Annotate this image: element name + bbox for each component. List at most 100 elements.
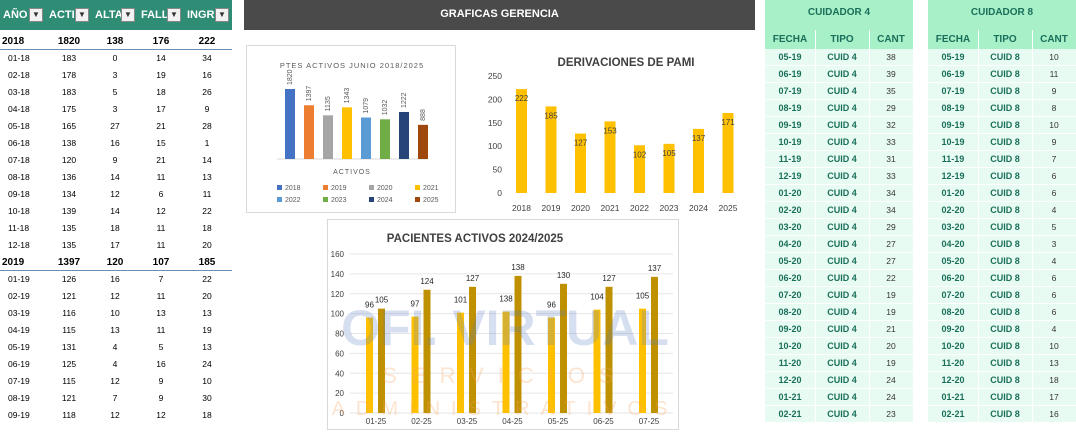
table-cell: 22 bbox=[202, 274, 212, 284]
table-cell: CUID 8 bbox=[990, 290, 1020, 300]
column-header: FECHA bbox=[935, 34, 971, 45]
table-cell: 08-19 bbox=[941, 103, 965, 113]
filter-dropdown-icon[interactable]: ▼ bbox=[121, 8, 135, 22]
legend-swatch bbox=[277, 197, 282, 202]
table-cell: CUID 4 bbox=[827, 307, 857, 317]
x-tick-label: 06-25 bbox=[593, 417, 614, 426]
bar-2021 bbox=[342, 107, 352, 159]
table-cell: CUID 4 bbox=[827, 205, 857, 215]
chart-ptes-activos[interactable]: PTES ACTIVOS JUNIO 2018/2025 1820 1397 1135… bbox=[246, 45, 456, 213]
table-cell: 11-19 bbox=[778, 154, 802, 164]
table-cell: 5 bbox=[158, 342, 164, 352]
bar-05-25 bbox=[548, 317, 555, 413]
table-row: 10-19 CUID 4 33 bbox=[765, 134, 913, 151]
table-cell: 17 bbox=[110, 240, 120, 250]
table-cell: 9 bbox=[158, 376, 164, 386]
x-tick-label: 05-25 bbox=[548, 417, 569, 426]
x-tick-label: 04-25 bbox=[502, 417, 523, 426]
table-cell: CUID 4 bbox=[827, 52, 857, 62]
table-row: 08-20 CUID 8 6 bbox=[928, 304, 1076, 321]
table-cell: CUID 8 bbox=[990, 188, 1020, 198]
data-label: 105 bbox=[636, 292, 650, 301]
bar-06-25 bbox=[605, 286, 613, 413]
filter-dropdown-icon[interactable]: ▼ bbox=[75, 8, 89, 22]
column-header: TIPO bbox=[993, 34, 1017, 45]
table-cell: 125 bbox=[61, 359, 77, 369]
table-cell: 3 bbox=[112, 104, 118, 114]
chart-pacientes-activos-svg: PACIENTES ACTIVOS 2024/2025 0 20 40 60 80 100 1… bbox=[331, 233, 673, 426]
legend-label: 2024 bbox=[377, 197, 393, 204]
cuidador8-header-row: FECHA TIPO CANT bbox=[928, 30, 1076, 49]
table-row: 05-20 CUID 8 4 bbox=[928, 253, 1076, 270]
table-cell: CUID 4 bbox=[827, 154, 857, 164]
filter-dropdown-icon[interactable]: ▼ bbox=[167, 8, 181, 22]
data-label: 1820 bbox=[287, 69, 294, 85]
table-cell: 03-18 bbox=[8, 87, 30, 97]
table-cell: 27 bbox=[886, 256, 896, 266]
table-cell: 13 bbox=[156, 308, 166, 318]
table-row: 02-21 CUID 4 23 bbox=[765, 406, 913, 423]
table-cell: 4 bbox=[1051, 256, 1057, 266]
legend-label: 2023 bbox=[331, 197, 347, 204]
table-cell: 16 bbox=[202, 70, 212, 80]
table-cell: CUID 8 bbox=[990, 69, 1020, 79]
table-row: 12-19 CUID 8 6 bbox=[928, 168, 1076, 185]
table-row: 10-20 CUID 4 20 bbox=[765, 338, 913, 355]
table-cell: 11 bbox=[156, 223, 166, 233]
table-cell: 21 bbox=[156, 155, 166, 165]
data-label: 127 bbox=[574, 139, 588, 148]
table-row: 03-19 116 10 13 13 bbox=[0, 305, 232, 322]
table-cell: 20 bbox=[202, 240, 212, 250]
table-cell: 16 bbox=[1049, 409, 1059, 419]
page-title: GRAFICAS GERENCIA bbox=[244, 0, 755, 30]
table-cell: 183 bbox=[61, 87, 77, 97]
table-cell: 01-20 bbox=[778, 188, 802, 198]
table-cell: 02-20 bbox=[778, 205, 802, 215]
table-cell: CUID 4 bbox=[827, 239, 857, 249]
column-divider bbox=[815, 30, 816, 430]
cuidador8-title: CUIDADOR 8 bbox=[928, 0, 1076, 30]
table-cell: 6 bbox=[1051, 171, 1057, 181]
data-label: 127 bbox=[602, 274, 616, 283]
table-cell: CUID 4 bbox=[827, 409, 857, 419]
table-cell: 02-21 bbox=[941, 409, 965, 419]
table-cell: CUID 8 bbox=[990, 120, 1020, 130]
data-label: 222 bbox=[515, 94, 529, 103]
table-cell: CUID 8 bbox=[990, 171, 1020, 181]
table-cell: CUID 8 bbox=[990, 307, 1020, 317]
table-cell: 11 bbox=[156, 240, 166, 250]
chart-pacientes-activos[interactable]: PACIENTES ACTIVOS 2024/2025 0 20 40 60 80 100 1… bbox=[327, 219, 679, 430]
header-ingr: INGR bbox=[187, 9, 215, 21]
table-cell: 26 bbox=[202, 87, 212, 97]
table-cell: 12-19 bbox=[941, 171, 965, 181]
table-cell: CUID 4 bbox=[827, 324, 857, 334]
x-tick-label: 2025 bbox=[719, 203, 738, 213]
table-cell: 20 bbox=[886, 341, 896, 351]
table-row: 08-18 136 14 11 13 bbox=[0, 169, 232, 186]
y-tick-label: 60 bbox=[335, 349, 344, 358]
table-cell: CUID 8 bbox=[990, 222, 1020, 232]
table-row: 06-20 CUID 4 22 bbox=[765, 270, 913, 287]
table-cell: 01-19 bbox=[8, 274, 30, 284]
table-row: 11-18 135 18 11 18 bbox=[0, 220, 232, 237]
bar-2019 bbox=[304, 105, 314, 159]
table-cell: 6 bbox=[1051, 273, 1057, 283]
table-cell: 08-19 bbox=[778, 103, 802, 113]
table-cell: CUID 8 bbox=[990, 273, 1020, 283]
table-cell: 176 bbox=[152, 36, 170, 47]
y-tick-label: 80 bbox=[335, 330, 344, 339]
x-tick-label: 2020 bbox=[571, 203, 590, 213]
chart-derivaciones-pami[interactable]: DERIVACIONES DE PAMI 0 50 100 150 200 250 222 20… bbox=[475, 45, 745, 213]
y-tick-label: 100 bbox=[331, 310, 345, 319]
table-row: 01-21 CUID 8 17 bbox=[928, 389, 1076, 406]
data-label: 153 bbox=[603, 126, 617, 135]
filter-dropdown-icon[interactable]: ▼ bbox=[29, 8, 43, 22]
table-row: 07-19 CUID 8 9 bbox=[928, 83, 1076, 100]
table-row: 04-20 CUID 4 27 bbox=[765, 236, 913, 253]
filter-dropdown-icon[interactable]: ▼ bbox=[215, 8, 229, 22]
table-cell: 09-19 bbox=[941, 120, 965, 130]
table-cell: 12 bbox=[110, 376, 120, 386]
table-row: 06-19 125 4 16 24 bbox=[0, 356, 232, 373]
table-header-row: AÑO ▼ ACTI ▼ ALTA ▼ FALL ▼ INGR ▼ bbox=[0, 0, 232, 30]
